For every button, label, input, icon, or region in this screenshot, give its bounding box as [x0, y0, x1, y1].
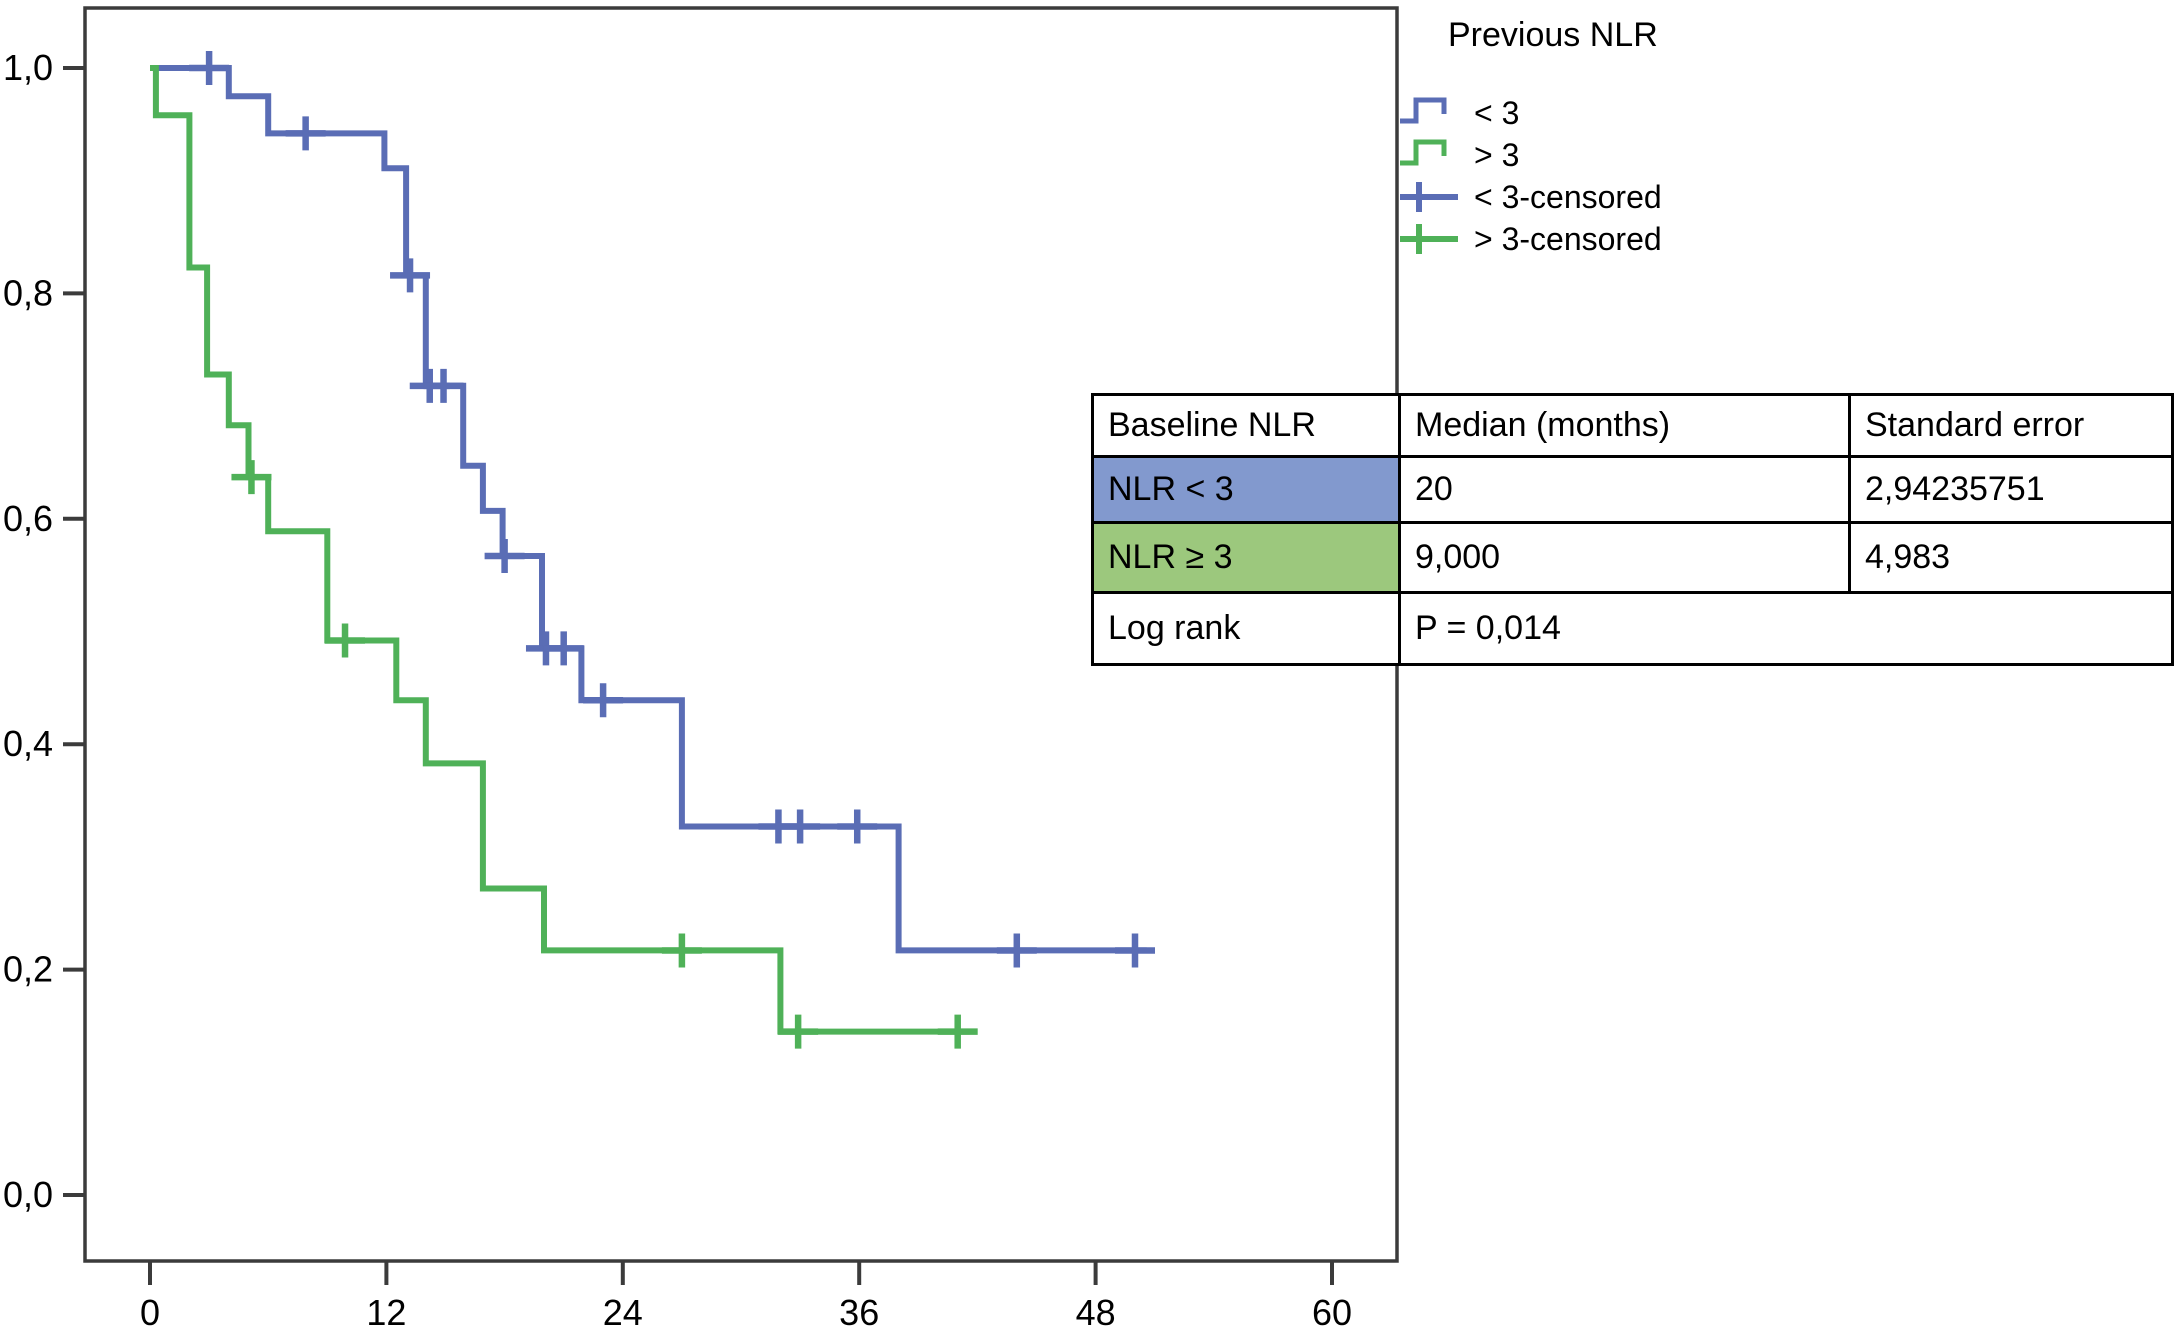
legend-item-label: > 3-censored — [1474, 220, 1662, 257]
y-tick-label: 0,6 — [3, 498, 53, 539]
median-nlr-lt3: 20 — [1398, 455, 1851, 524]
x-tick-label: 36 — [839, 1292, 879, 1333]
legend-item-label: < 3-censored — [1474, 178, 1662, 215]
legend-title: Previous NLR — [1448, 16, 1658, 54]
median-nlr-ge3: 9,000 — [1398, 521, 1851, 594]
legend: < 3 > 3 < 3-censored > 3-censored — [1398, 92, 1662, 260]
legend-item: > 3 — [1398, 134, 1662, 176]
y-tick-label: 0,4 — [3, 723, 53, 764]
y-tick-label: 0,0 — [3, 1174, 53, 1215]
x-tick-label: 48 — [1076, 1292, 1116, 1333]
km-curve-ge3 — [150, 65, 970, 1035]
step-line-icon — [1400, 97, 1447, 124]
header-standard-error: Standard error — [1848, 393, 2174, 458]
legend-item: < 3-censored — [1398, 176, 1662, 218]
legend-item-label: < 3 — [1474, 94, 1520, 131]
results-table: Baseline NLR Median (months) Standard er… — [1091, 393, 2174, 666]
step-line-icon — [1400, 139, 1447, 166]
legend-item-label: > 3 — [1474, 136, 1520, 173]
se-nlr-lt3: 2,94235751 — [1848, 455, 2174, 524]
se-nlr-ge3: 4,983 — [1848, 521, 2174, 594]
legend-item: < 3 — [1398, 92, 1662, 134]
x-tick-label: 0 — [140, 1292, 160, 1333]
censor-cross-icon — [1400, 224, 1458, 254]
table-row: NLR < 3 20 2,94235751 — [1091, 455, 2174, 524]
log-rank-pvalue: P = 0,014 — [1398, 591, 2174, 666]
table-header-row: Baseline NLR Median (months) Standard er… — [1091, 393, 2174, 458]
y-tick-label: 0,2 — [3, 949, 53, 990]
censor-cross-icon — [1400, 182, 1458, 212]
header-median: Median (months) — [1398, 393, 1851, 458]
legend-item: > 3-censored — [1398, 218, 1662, 260]
y-tick-label: 1,0 — [3, 47, 53, 88]
header-baseline-nlr: Baseline NLR — [1091, 393, 1401, 458]
x-tick-label: 60 — [1312, 1292, 1352, 1333]
row-label-nlr-ge3: NLR ≥ 3 — [1091, 521, 1401, 594]
row-label-nlr-lt3: NLR < 3 — [1091, 455, 1401, 524]
x-tick-label: 24 — [603, 1292, 643, 1333]
x-tick-label: 12 — [366, 1292, 406, 1333]
log-rank-label: Log rank — [1091, 591, 1401, 666]
table-footer-row: Log rank P = 0,014 — [1091, 591, 2174, 666]
y-tick-label: 0,8 — [3, 272, 53, 313]
table-row: NLR ≥ 3 9,000 4,983 — [1091, 521, 2174, 594]
